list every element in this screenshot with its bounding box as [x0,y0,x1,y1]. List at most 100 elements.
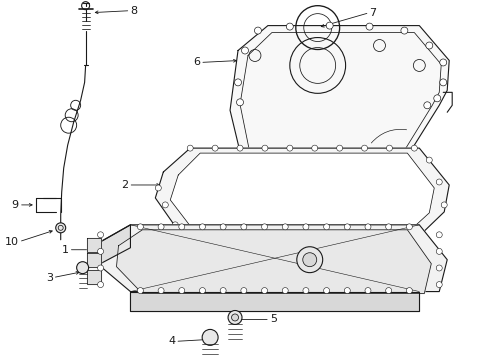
Circle shape [282,288,287,293]
Circle shape [286,235,292,241]
Circle shape [179,224,184,230]
Circle shape [440,202,447,208]
Circle shape [199,288,205,293]
Circle shape [302,224,308,230]
Polygon shape [99,225,130,265]
Circle shape [158,224,164,230]
Polygon shape [130,292,419,311]
Circle shape [364,224,370,230]
Circle shape [435,265,441,271]
Text: 5: 5 [269,314,276,324]
Circle shape [262,145,267,151]
Circle shape [386,235,392,241]
Circle shape [261,288,267,293]
Circle shape [56,223,65,233]
Polygon shape [86,270,101,284]
Circle shape [220,224,225,230]
Circle shape [366,23,372,30]
Polygon shape [86,238,101,252]
Text: 1: 1 [61,245,68,255]
Circle shape [162,202,168,208]
Circle shape [361,145,367,151]
Circle shape [360,179,367,185]
Circle shape [202,329,218,345]
Polygon shape [116,230,430,293]
Circle shape [311,235,317,241]
Circle shape [172,222,178,228]
Circle shape [364,288,370,293]
Circle shape [323,288,329,293]
Text: 3: 3 [46,273,53,283]
Circle shape [286,145,292,151]
Circle shape [435,282,441,288]
Circle shape [400,27,407,34]
Circle shape [227,310,242,324]
Circle shape [296,247,322,273]
Circle shape [323,224,329,230]
Circle shape [212,235,218,241]
Polygon shape [99,225,447,292]
Circle shape [311,145,317,151]
Circle shape [433,95,440,102]
Text: 6: 6 [193,58,200,67]
Circle shape [137,288,143,293]
Circle shape [406,288,411,293]
Circle shape [241,288,246,293]
Circle shape [423,102,430,109]
Circle shape [386,145,392,151]
Circle shape [261,224,267,230]
Polygon shape [86,253,101,267]
Circle shape [410,235,416,241]
Text: 4: 4 [168,336,175,346]
Circle shape [286,23,293,30]
Circle shape [439,79,446,86]
Circle shape [316,179,323,185]
Circle shape [155,185,161,191]
Circle shape [302,253,316,267]
Text: 7: 7 [369,8,376,18]
Circle shape [302,288,308,293]
Circle shape [98,265,103,271]
Circle shape [336,145,342,151]
Text: 2: 2 [121,180,128,190]
Circle shape [187,235,193,241]
Polygon shape [170,153,433,234]
Circle shape [271,176,278,184]
Circle shape [435,179,441,185]
Circle shape [179,288,184,293]
Circle shape [425,42,432,49]
Circle shape [406,224,411,230]
Circle shape [262,235,267,241]
Circle shape [98,282,103,288]
Circle shape [435,232,441,238]
Circle shape [237,235,243,241]
Circle shape [344,224,349,230]
Circle shape [234,79,241,86]
Circle shape [158,288,164,293]
Circle shape [361,235,367,241]
Polygon shape [155,148,448,238]
Circle shape [282,224,287,230]
Circle shape [241,224,246,230]
Text: 10: 10 [5,237,19,247]
Polygon shape [229,26,448,185]
Text: 8: 8 [130,6,137,15]
Circle shape [254,27,261,34]
Circle shape [325,22,332,29]
Circle shape [410,145,416,151]
Circle shape [344,288,349,293]
Circle shape [336,235,342,241]
Circle shape [212,145,218,151]
Circle shape [231,314,238,321]
Circle shape [77,262,88,274]
Circle shape [426,157,431,163]
Circle shape [435,248,441,255]
Circle shape [385,288,391,293]
Circle shape [98,248,103,255]
Circle shape [199,224,205,230]
Circle shape [251,171,258,177]
Circle shape [439,59,446,66]
Text: 9: 9 [12,200,19,210]
Circle shape [187,145,193,151]
Circle shape [385,224,391,230]
